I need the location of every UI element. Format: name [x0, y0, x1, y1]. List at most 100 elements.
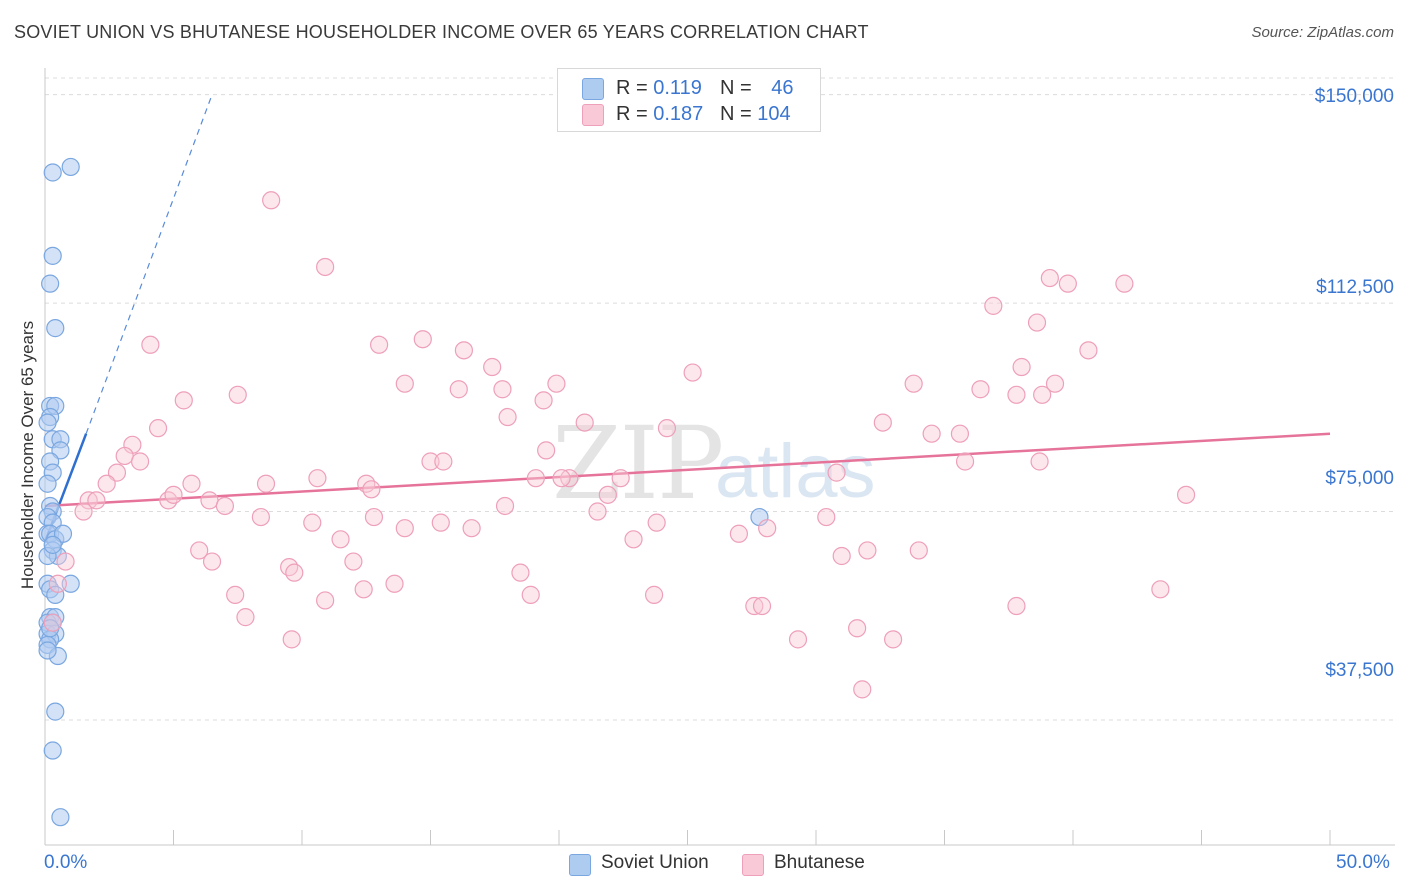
- legend-swatch-soviet-union: [582, 78, 604, 100]
- point-bhutanese: [853, 680, 872, 699]
- point-bhutanese: [858, 541, 877, 560]
- point-bhutanese: [1027, 313, 1047, 332]
- point-bhutanese: [159, 491, 178, 510]
- trend-extension-soviet-union: [85, 94, 213, 434]
- point-bhutanese: [87, 491, 106, 510]
- point-bhutanese: [1045, 374, 1065, 393]
- point-bhutanese: [683, 363, 702, 382]
- point-bhutanese: [598, 485, 617, 504]
- point-bhutanese: [182, 474, 201, 493]
- point-bhutanese: [498, 407, 517, 427]
- point-bhutanese: [552, 469, 571, 488]
- point-soviet-union: [43, 163, 62, 182]
- point-bhutanese: [827, 463, 846, 482]
- point-bhutanese: [115, 446, 134, 466]
- point-bhutanese: [190, 541, 209, 560]
- point-bhutanese: [483, 357, 502, 377]
- legend-swatch-bhutanese: [582, 104, 604, 126]
- point-bhutanese: [971, 380, 990, 399]
- point-soviet-union: [43, 246, 62, 265]
- point-bhutanese: [644, 585, 664, 604]
- watermark-zip: ZIP: [552, 405, 724, 522]
- point-bhutanese: [395, 519, 414, 538]
- point-bhutanese: [817, 507, 836, 527]
- point-bhutanese: [1040, 268, 1059, 288]
- point-bhutanese: [200, 491, 219, 510]
- point-bhutanese: [832, 546, 851, 566]
- point-bhutanese: [282, 630, 301, 649]
- point-bhutanese: [362, 480, 381, 499]
- point-bhutanese: [647, 513, 666, 532]
- point-bhutanese: [56, 552, 75, 571]
- point-bhutanese: [174, 391, 193, 410]
- point-bhutanese: [922, 424, 941, 443]
- n-value: 46: [771, 77, 794, 99]
- point-bhutanese: [434, 452, 453, 471]
- r-value: 0.119: [653, 77, 702, 99]
- point-bhutanese: [308, 469, 327, 488]
- y-tick-label: $112,500: [1316, 277, 1394, 298]
- legend-r: R = 0.119: [616, 77, 702, 100]
- point-bhutanese: [74, 502, 93, 521]
- point-bhutanese: [547, 374, 566, 393]
- y-axis-label: Householder Income Over 65 years: [18, 320, 37, 590]
- chart-title: SOVIET UNION VS BHUTANESE HOUSEHOLDER IN…: [14, 22, 869, 42]
- point-bhutanese: [950, 424, 970, 443]
- axes: [44, 68, 1395, 846]
- x-tick-label-max: 50.0%: [1336, 852, 1390, 873]
- point-bhutanese: [48, 574, 67, 593]
- point-bhutanese: [107, 463, 127, 482]
- legend-swatch-soviet-union: [569, 854, 591, 876]
- trend-line-bhutanese: [44, 432, 1331, 508]
- point-bhutanese: [462, 519, 481, 538]
- point-bhutanese: [357, 474, 376, 493]
- point-soviet-union: [51, 808, 70, 827]
- legend-label: Bhutanese: [774, 852, 865, 873]
- point-bhutanese: [331, 530, 350, 549]
- point-bhutanese: [1115, 274, 1134, 293]
- point-bhutanese: [624, 530, 643, 549]
- point-soviet-union: [46, 702, 65, 721]
- point-soviet-union: [43, 535, 62, 554]
- point-bhutanese: [984, 296, 1003, 315]
- point-bhutanese: [611, 469, 630, 488]
- y-tick-label: $150,000: [1314, 86, 1394, 107]
- legend-swatch-bhutanese: [742, 854, 764, 876]
- point-bhutanese: [262, 191, 281, 210]
- legend-n: N = 104: [720, 103, 791, 126]
- point-bhutanese: [413, 330, 432, 349]
- point-soviet-union: [38, 413, 57, 432]
- stats-legend: R = 0.119 N = 46 R = 0.187 N = 104: [557, 68, 821, 132]
- point-bhutanese: [495, 496, 515, 516]
- point-bhutanese: [303, 513, 322, 532]
- legend-n: N = 46: [720, 77, 794, 100]
- point-bhutanese: [316, 591, 335, 610]
- point-bhutanese: [521, 585, 540, 604]
- watermark-atlas: atlas: [715, 429, 876, 514]
- point-bhutanese: [141, 335, 160, 354]
- point-bhutanese: [752, 596, 772, 616]
- n-value: 104: [757, 103, 791, 125]
- point-bhutanese: [511, 563, 530, 582]
- point-bhutanese: [344, 552, 363, 571]
- point-bhutanese: [788, 630, 808, 649]
- point-bhutanese: [526, 469, 545, 488]
- point-bhutanese: [280, 558, 299, 577]
- point-bhutanese: [370, 335, 389, 354]
- point-bhutanese: [1030, 452, 1049, 471]
- point-bhutanese: [395, 374, 414, 393]
- point-bhutanese: [537, 441, 556, 460]
- point-bhutanese: [909, 541, 928, 560]
- point-bhutanese: [148, 419, 168, 438]
- point-bhutanese: [421, 452, 440, 471]
- point-bhutanese: [560, 469, 579, 488]
- point-bhutanese: [1007, 596, 1026, 616]
- point-soviet-union: [46, 319, 65, 338]
- point-soviet-union: [38, 474, 57, 493]
- source-label: Source: ZipAtlas.com: [1251, 24, 1394, 41]
- point-bhutanese: [202, 552, 222, 571]
- point-soviet-union: [38, 641, 57, 660]
- n-label: N =: [720, 77, 752, 99]
- point-bhutanese: [43, 613, 62, 632]
- point-bhutanese: [1033, 385, 1052, 404]
